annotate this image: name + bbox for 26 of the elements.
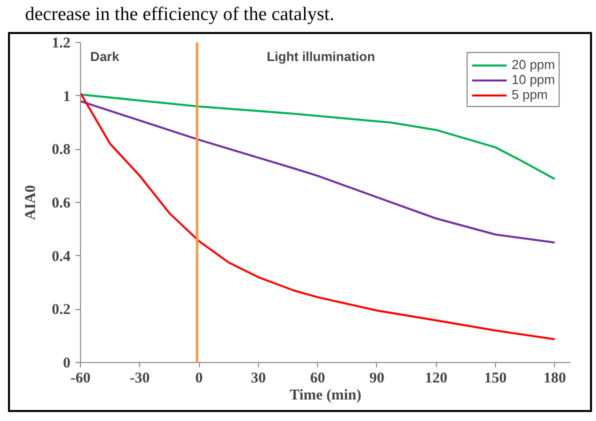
legend-label: 20 ppm — [512, 57, 555, 72]
text: decrease in the efficiency of the catalyst. — [25, 4, 334, 25]
x-axis-title: Time (min) — [290, 388, 362, 404]
legend-label: 5 ppm — [512, 87, 548, 102]
y-tick-label: 1 — [63, 88, 70, 105]
legend-label: 10 ppm — [512, 72, 555, 87]
y-tick-label: 1.2 — [52, 36, 70, 52]
x-tick-label: 90 — [369, 370, 384, 386]
y-tick-label: 0.4 — [52, 248, 71, 265]
x-tick-label: -60 — [70, 370, 90, 386]
x-tick-label: 60 — [310, 370, 326, 386]
y-tick-label: 0.6 — [52, 196, 71, 212]
annotation: Light illumination — [266, 49, 376, 64]
x-tick-label: 30 — [250, 370, 266, 386]
annotation: Dark — [90, 49, 120, 64]
y-tick-label: 0 — [63, 356, 70, 372]
y-axis-title: AIA0 — [22, 184, 39, 220]
x-tick-label: -30 — [130, 370, 150, 386]
x-tick-label: 150 — [484, 370, 507, 386]
y-tick-label: 0.2 — [52, 302, 70, 318]
x-tick-label: 180 — [543, 370, 566, 386]
x-tick-label: 0 — [195, 370, 203, 386]
line-series — [80, 100, 556, 244]
y-tick-label: 0.8 — [52, 142, 70, 158]
line-series — [80, 92, 556, 340]
x-tick-label: 120 — [424, 370, 448, 386]
